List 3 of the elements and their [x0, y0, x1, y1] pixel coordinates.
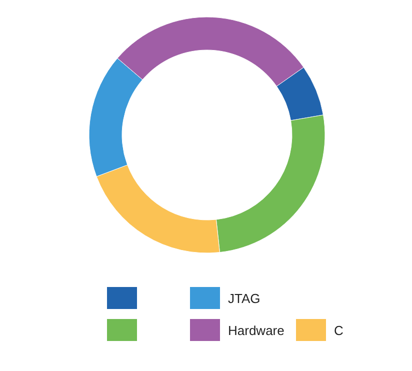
legend-label: JTAG	[228, 291, 260, 306]
legend-label: C	[334, 323, 344, 338]
legend-label: Hardware	[228, 323, 284, 338]
